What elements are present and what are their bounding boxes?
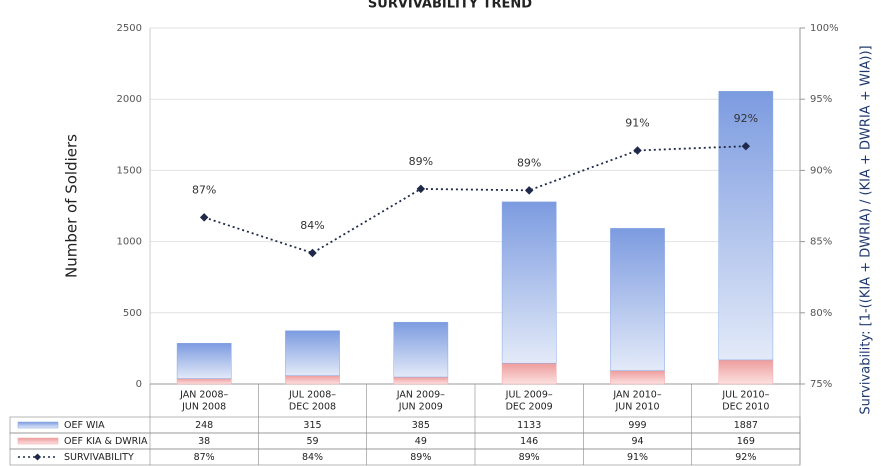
x-tick-label: DEC 2010 — [722, 402, 769, 413]
bar — [393, 376, 449, 385]
data-label: 89% — [409, 155, 433, 168]
x-tick-label: JAN 2010– — [612, 390, 661, 401]
marker — [524, 186, 534, 195]
bar — [718, 359, 774, 385]
y-tick-label: 1500 — [117, 165, 142, 176]
y-axis-label: Number of Soldiers — [63, 134, 81, 278]
y-tick-label: 1000 — [117, 237, 142, 248]
bar — [285, 330, 340, 376]
y2-tick-label: 90% — [810, 165, 832, 176]
x-tick-label: JUL 2010– — [721, 390, 769, 401]
table-cell: 248 — [195, 420, 213, 431]
table-cell: 38 — [198, 436, 210, 447]
table-cell: 92% — [735, 452, 756, 463]
bar — [176, 343, 232, 379]
y-tick-label: 2500 — [117, 23, 142, 34]
x-tick-label: JAN 2009– — [396, 390, 445, 401]
bar — [610, 370, 665, 385]
table-cell: 49 — [415, 436, 427, 447]
legend-label: OEF WIA — [64, 420, 105, 431]
bar — [285, 375, 340, 385]
x-tick-label: JUN 2010 — [614, 402, 659, 413]
x-tick-label: JUN 2008 — [181, 402, 226, 413]
legend-key — [33, 453, 42, 461]
legend-label: SURVIVABILITY — [64, 452, 134, 463]
y2-tick-label: 100% — [810, 23, 839, 34]
x-tick-label: JUL 2009– — [505, 390, 553, 401]
legend-key — [17, 437, 59, 445]
data-label: 91% — [625, 116, 649, 129]
y2-tick-label: 80% — [810, 308, 832, 319]
table-cell: 87% — [194, 452, 215, 463]
x-tick-label: JAN 2008– — [179, 390, 228, 401]
legend-key — [17, 421, 59, 429]
bar — [501, 362, 557, 385]
table-cell: 84% — [302, 452, 323, 463]
y2-axis-label: Survivability: [1-((KIA + DWRIA) / (KIA … — [859, 45, 874, 414]
legend-label: OEF KIA & DWRIA — [64, 436, 148, 447]
bar — [393, 321, 449, 378]
chart-title: SURVIVABILITY TREND — [368, 0, 532, 12]
x-tick-label: JUL 2008– — [288, 390, 336, 401]
table-cell: 1133 — [517, 420, 541, 431]
marker — [416, 184, 426, 194]
table-cell: 385 — [412, 420, 430, 431]
table-cell: 89% — [410, 452, 431, 463]
marker — [308, 248, 317, 258]
y2-tick-label: 95% — [810, 94, 832, 105]
bar — [610, 228, 665, 371]
table-cell: 89% — [519, 452, 540, 463]
data-label: 87% — [192, 183, 216, 196]
bar — [501, 201, 557, 364]
table-cell: 315 — [303, 420, 321, 431]
marker — [199, 213, 209, 222]
table-cell: 169 — [737, 436, 755, 447]
x-tick-label: DEC 2009 — [506, 402, 553, 413]
table-row — [9, 416, 801, 434]
y-tick-label: 2000 — [117, 94, 142, 105]
y-tick-label: 500 — [123, 308, 142, 319]
table-cell: 59 — [306, 436, 318, 447]
bar — [718, 90, 774, 361]
y2-tick-label: 85% — [810, 237, 832, 248]
x-tick-label: DEC 2008 — [289, 402, 336, 413]
data-label: 89% — [517, 156, 541, 169]
bar — [176, 378, 232, 385]
data-label: 84% — [300, 219, 324, 232]
table-cell: 999 — [628, 420, 646, 431]
table-cell: 94 — [631, 436, 643, 447]
y2-tick-label: 75% — [810, 379, 832, 390]
x-tick-label: JUN 2009 — [398, 402, 443, 413]
table-cell: 146 — [520, 436, 538, 447]
line — [203, 145, 746, 254]
y-tick-label: 0 — [136, 379, 142, 390]
table-cell: 1887 — [734, 420, 758, 431]
table-cell: 91% — [627, 452, 648, 463]
data-label: 92% — [734, 112, 758, 125]
marker — [633, 146, 642, 155]
